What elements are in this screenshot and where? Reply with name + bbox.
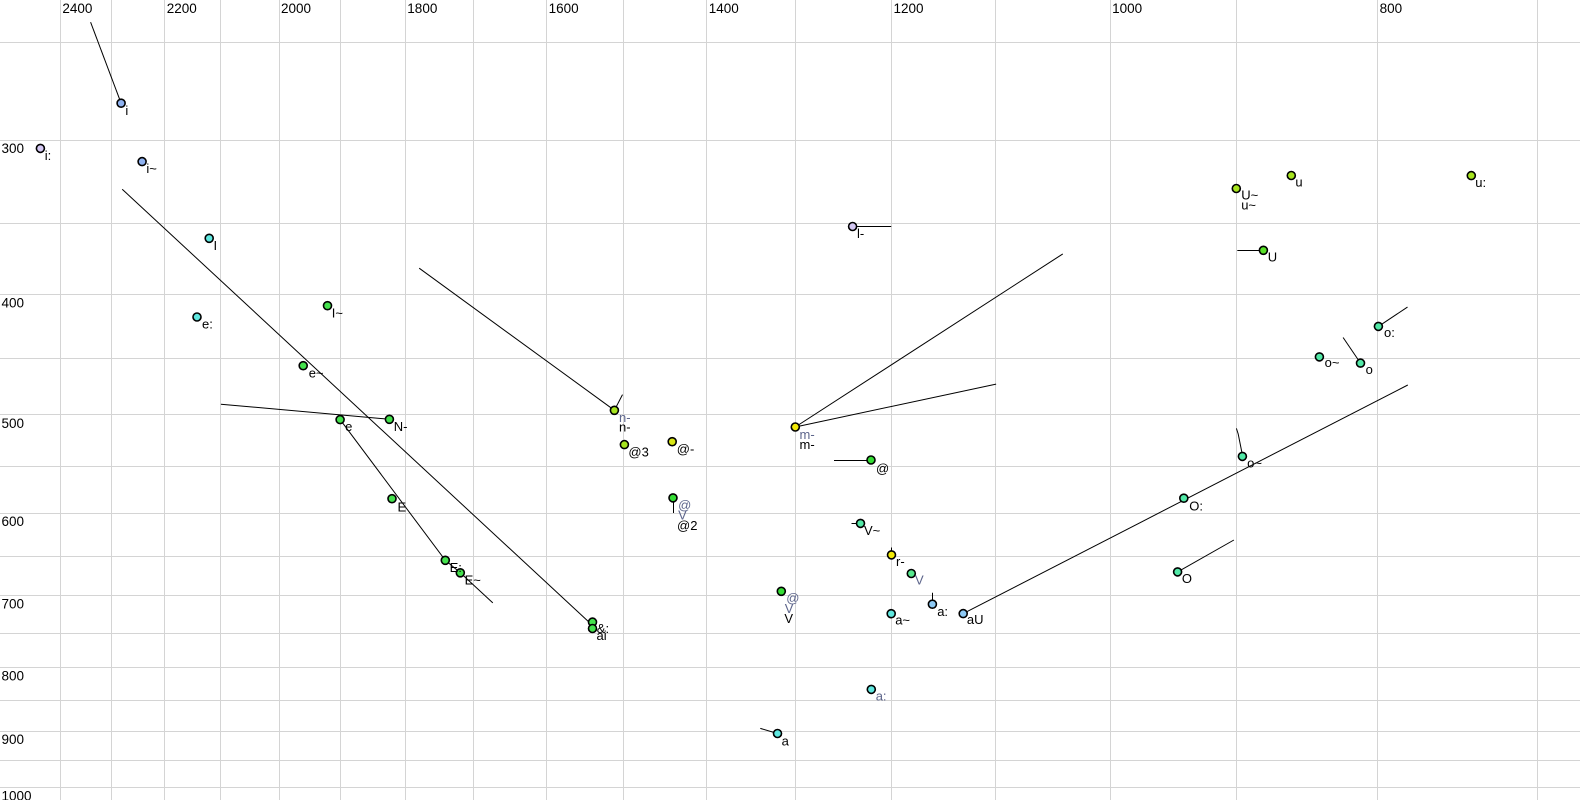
svg-text:E~: E~	[465, 572, 482, 587]
svg-text:l-: l-	[857, 226, 864, 241]
svg-text:V: V	[784, 611, 793, 626]
svg-text:400: 400	[2, 296, 25, 311]
svg-text:E: E	[398, 500, 407, 515]
svg-text:I: I	[214, 238, 218, 253]
svg-text:1000: 1000	[1112, 1, 1142, 16]
svg-text:600: 600	[2, 514, 25, 529]
svg-text:900: 900	[2, 732, 25, 747]
svg-text:V~: V~	[864, 523, 881, 538]
svg-text:@2: @2	[677, 518, 697, 533]
svg-text:O:: O:	[1189, 499, 1203, 514]
svg-text:i:: i:	[45, 148, 52, 163]
svg-text:i: i	[125, 103, 128, 118]
svg-text:o~: o~	[1325, 355, 1340, 370]
svg-text:2400: 2400	[62, 1, 92, 16]
svg-text:u~: u~	[1241, 197, 1256, 212]
svg-text:i~: i~	[146, 161, 157, 176]
svg-text:a:: a:	[876, 689, 887, 704]
svg-text:V: V	[678, 508, 687, 523]
svg-text:I~: I~	[332, 305, 344, 320]
svg-text:e: e	[345, 419, 352, 434]
svg-text:800: 800	[2, 669, 25, 684]
svg-text:o: o	[1366, 362, 1373, 377]
svg-text:o:: o:	[1384, 325, 1395, 340]
svg-text:U~: U~	[1241, 188, 1258, 203]
svg-text:N-: N-	[394, 419, 408, 434]
svg-text:u:: u:	[1475, 175, 1486, 190]
svg-text:1000: 1000	[2, 789, 32, 800]
svg-text:500: 500	[2, 416, 25, 431]
svg-text:e~: e~	[309, 365, 324, 380]
svg-text:@: @	[678, 497, 691, 512]
svg-text:700: 700	[2, 597, 25, 612]
svg-text:@-: @-	[677, 442, 695, 457]
svg-text:m-: m-	[800, 427, 815, 442]
svg-text:o~: o~	[1247, 456, 1262, 471]
svg-text:r-: r-	[896, 554, 905, 569]
svg-text:a: a	[782, 734, 790, 749]
svg-text:&:: &:	[597, 621, 609, 636]
svg-text:O: O	[1182, 571, 1192, 586]
svg-text:U: U	[1268, 249, 1277, 264]
svg-text:2200: 2200	[167, 1, 197, 16]
svg-text:a~: a~	[895, 613, 910, 628]
svg-text:n-: n-	[619, 420, 631, 435]
svg-text:1200: 1200	[894, 1, 924, 16]
svg-text:a:: a:	[937, 604, 948, 619]
svg-text:2000: 2000	[281, 1, 311, 16]
svg-text:1400: 1400	[709, 1, 739, 16]
svg-text:u: u	[1295, 175, 1302, 190]
svg-text:300: 300	[2, 141, 25, 156]
svg-text:@3: @3	[628, 444, 648, 459]
svg-text:V: V	[785, 601, 794, 616]
svg-text:V: V	[915, 573, 924, 588]
svg-text:800: 800	[1380, 1, 1403, 16]
svg-text:E:: E:	[450, 560, 462, 575]
svg-text:e:: e:	[202, 317, 213, 332]
svg-text:ai: ai	[597, 628, 607, 643]
svg-text:n-: n-	[619, 410, 631, 425]
svg-text:@: @	[786, 591, 799, 606]
svg-text:aU: aU	[967, 612, 984, 627]
svg-text:1600: 1600	[549, 1, 579, 16]
svg-text:m-: m-	[800, 437, 815, 452]
svg-text:@: @	[876, 461, 889, 476]
svg-text:1800: 1800	[407, 1, 437, 16]
